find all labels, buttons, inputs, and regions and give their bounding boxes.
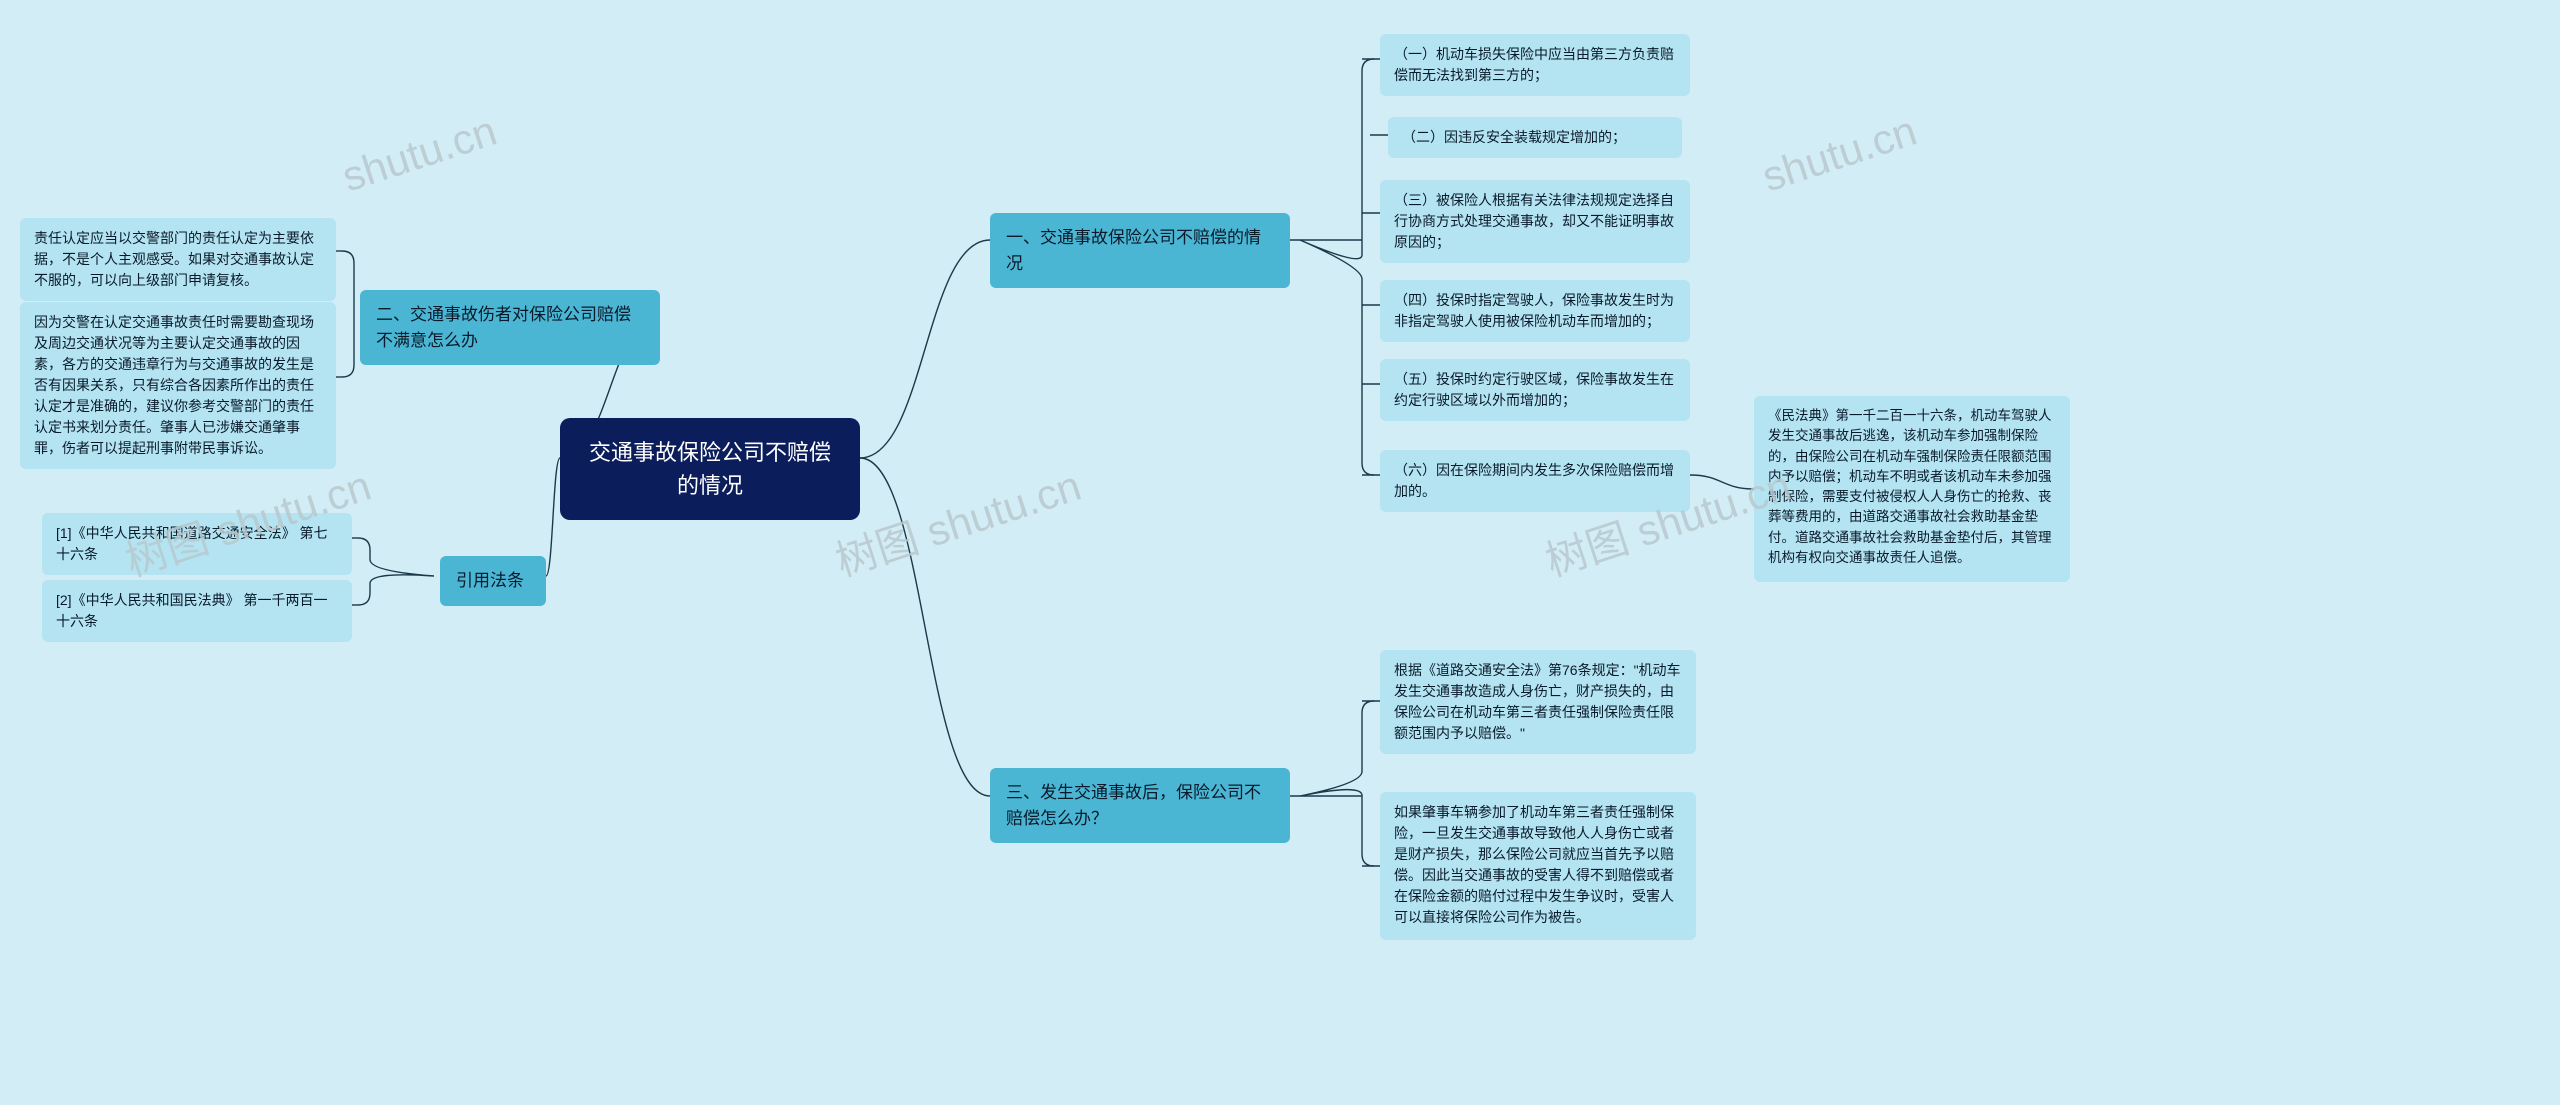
branch-1-child-6: （六）因在保险期间内发生多次保险赔偿而增加的。 [1380,450,1690,512]
branch-4: 引用法条 [440,556,546,606]
branch-1-child-4: （四）投保时指定驾驶人，保险事故发生时为非指定驾驶人使用被保险机动车而增加的； [1380,280,1690,342]
link-layer [0,0,2560,1105]
branch-2: 二、交通事故伤者对保险公司赔偿不满意怎么办 [360,290,660,365]
branch-1-child-5: （五）投保时约定行驶区域，保险事故发生在约定行驶区域以外而增加的； [1380,359,1690,421]
branch-4-child-1: [1]《中华人民共和国道路交通安全法》 第七十六条 [42,513,352,575]
watermark-3: 树图 shutu.cn [827,452,1088,589]
branch-3-child-2: 如果肇事车辆参加了机动车第三者责任强制保险，一旦发生交通事故导致他人人身伤亡或者… [1380,792,1696,940]
branch-1-child-2: （二）因违反安全装载规定增加的； [1388,117,1682,158]
watermark-2: shutu.cn [336,107,502,202]
branch-1: 一、交通事故保险公司不赔偿的情况 [990,213,1290,288]
branch-3-child-1: 根据《道路交通安全法》第76条规定："机动车发生交通事故造成人身伤亡，财产损失的… [1380,650,1696,754]
branch-3: 三、发生交通事故后，保险公司不赔偿怎么办？ [990,768,1290,843]
branch-2-child-1: 责任认定应当以交警部门的责任认定为主要依据，不是个人主观感受。如果对交通事故认定… [20,218,336,301]
root-node: 交通事故保险公司不赔偿的情况 [560,418,860,520]
branch-1-child-3: （三）被保险人根据有关法律法规规定选择自行协商方式处理交通事故，却又不能证明事故… [1380,180,1690,263]
branch-4-child-2: [2]《中华人民共和国民法典》 第一千两百一十六条 [42,580,352,642]
watermark-5: shutu.cn [1756,107,1922,202]
branch-1-child-6-sub-1: 《民法典》第一千二百一十六条，机动车驾驶人发生交通事故后逃逸，该机动车参加强制保… [1754,396,2070,582]
mindmap-canvas: 交通事故保险公司不赔偿的情况 一、交通事故保险公司不赔偿的情况 （一）机动车损失保险… [0,0,2560,1105]
branch-1-child-1: （一）机动车损失保险中应当由第三方负责赔偿而无法找到第三方的； [1380,34,1690,96]
branch-2-child-2: 因为交警在认定交通事故责任时需要勘查现场及周边交通状况等为主要认定交通事故的因素… [20,302,336,469]
